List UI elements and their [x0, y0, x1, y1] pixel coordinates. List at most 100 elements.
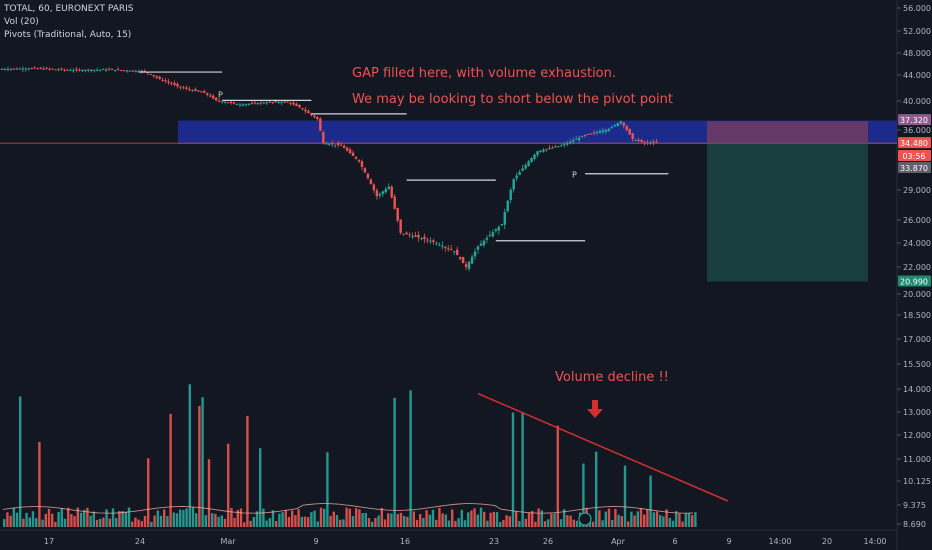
- volume-bar: [313, 510, 316, 527]
- y-tick-label: 56.000: [903, 4, 931, 13]
- candle-body: [215, 97, 218, 101]
- y-tick-label: 14.000: [903, 385, 931, 394]
- candle-body: [366, 173, 370, 179]
- volume-bar: [383, 519, 387, 527]
- candle-body: [580, 136, 584, 138]
- y-tick-label: 29.000: [903, 186, 931, 195]
- y-tick-label: 40.000: [903, 97, 931, 106]
- volume-bar: [300, 516, 303, 527]
- volume-bar: [150, 521, 153, 527]
- volume-bar: [361, 513, 364, 527]
- volume-bar: [47, 508, 51, 527]
- stop-loss-box: [707, 121, 868, 144]
- candle-body: [557, 146, 560, 148]
- candle-body: [18, 68, 22, 70]
- candle-body: [482, 240, 486, 246]
- candle-body: [554, 146, 557, 148]
- volume-bar: [316, 521, 319, 527]
- volume-bar: [543, 521, 547, 527]
- volume-bar: [185, 508, 188, 527]
- candle-body: [649, 142, 652, 144]
- volume-bar: [348, 508, 351, 527]
- volume-bar: [553, 513, 556, 527]
- volume-bar: [444, 514, 447, 527]
- volume-bar: [387, 513, 390, 527]
- volume-bar: [335, 515, 339, 527]
- candle-body: [604, 129, 608, 132]
- volume-bar: [572, 519, 575, 527]
- volume-bar: [582, 463, 585, 527]
- candle-body: [500, 224, 503, 226]
- volume-bar: [262, 508, 265, 527]
- volume-bar: [259, 448, 262, 527]
- candle-body: [36, 68, 39, 70]
- volume-bar: [76, 507, 79, 527]
- candle-body: [390, 186, 393, 198]
- candle-body: [628, 128, 631, 135]
- volume-bar: [15, 512, 19, 527]
- volume-bar: [479, 507, 483, 527]
- candle-body: [21, 68, 25, 70]
- candle-body: [72, 70, 75, 72]
- down-arrow-icon: [587, 400, 603, 418]
- volume-bar: [38, 441, 41, 527]
- volume-bar: [409, 390, 412, 527]
- y-tick-label: 26.000: [903, 216, 931, 225]
- volume-bar: [342, 519, 345, 527]
- volume-annotation: Volume decline !!: [555, 370, 669, 385]
- candle-body: [438, 244, 441, 246]
- candle-body: [408, 234, 411, 236]
- candle-body: [81, 70, 84, 72]
- volume-bar: [531, 511, 534, 527]
- volume-indicator-label[interactable]: Vol (20): [4, 17, 39, 27]
- x-tick-label: Mar: [220, 537, 236, 546]
- candle-body: [247, 103, 251, 105]
- volume-bar: [163, 509, 166, 527]
- candle-body: [158, 76, 161, 79]
- volume-bar: [556, 425, 559, 527]
- candle-body: [619, 121, 622, 124]
- secondary-price-badge: 33.870: [900, 164, 928, 173]
- candle-body: [176, 83, 179, 87]
- volume-bar: [294, 515, 297, 527]
- y-tick-label: 36.000: [903, 126, 931, 135]
- volume-bar: [489, 512, 492, 527]
- x-tick-label: Apr: [611, 537, 626, 546]
- volume-bar: [3, 519, 6, 527]
- target-level-badge-bg: [898, 275, 931, 287]
- volume-bar: [681, 521, 684, 527]
- y-tick-label: 44.000: [903, 71, 931, 80]
- y-tick-label: 12.000: [903, 431, 931, 440]
- candle-body: [75, 69, 78, 71]
- volume-bar: [483, 511, 486, 527]
- volume-bar: [675, 511, 678, 527]
- volume-bar: [623, 465, 627, 527]
- candle-body: [360, 161, 364, 167]
- candle-body: [229, 101, 233, 104]
- candle-body: [173, 83, 176, 86]
- candle-body: [444, 246, 447, 248]
- candle-body: [372, 184, 376, 191]
- candle-body: [206, 93, 209, 95]
- volume-bar: [406, 516, 409, 527]
- candle-body: [27, 68, 30, 70]
- pivots-indicator-label[interactable]: Pivots (Traditional, Auto, 15): [4, 30, 132, 40]
- symbol-title[interactable]: TOTAL, 60, EURONEXT PARIS: [4, 4, 134, 14]
- candle-body: [622, 122, 625, 126]
- candle-body: [473, 251, 477, 257]
- volume-bar: [147, 458, 150, 527]
- volume-bar: [105, 509, 108, 527]
- volume-bar: [364, 512, 367, 527]
- volume-bar: [345, 507, 348, 527]
- candle-body: [292, 102, 295, 105]
- volume-bar: [428, 514, 431, 527]
- volume-bar: [601, 520, 604, 527]
- candle-body: [250, 102, 254, 104]
- volume-bar: [118, 510, 121, 527]
- volume-bar: [329, 515, 332, 527]
- candle-body: [51, 68, 54, 70]
- candle-body: [497, 226, 501, 231]
- candle-body: [209, 95, 212, 97]
- volume-bar: [278, 513, 281, 527]
